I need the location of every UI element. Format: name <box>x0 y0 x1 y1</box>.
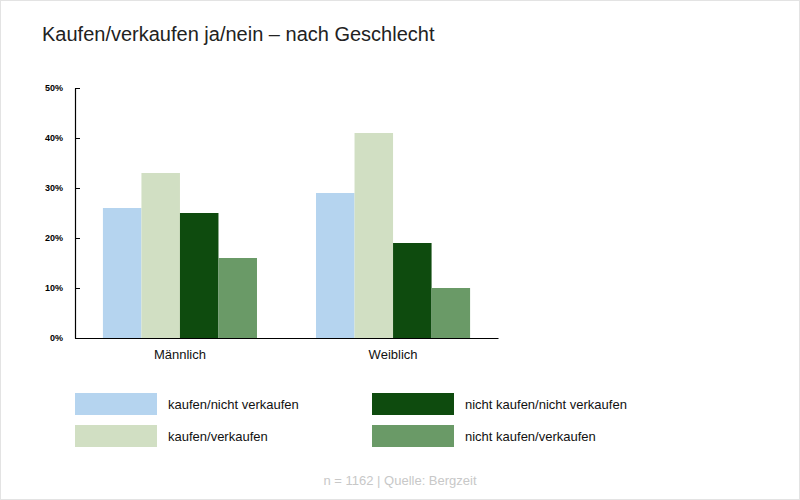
legend-swatch <box>372 393 454 415</box>
source: n = 1162 | Quelle: Bergzeit <box>323 473 476 488</box>
legend-label: kaufen/verkaufen <box>168 429 268 444</box>
y-tick-label: 50% <box>45 83 63 93</box>
x-axis-line <box>76 338 499 339</box>
legend-label: nicht kaufen/verkaufen <box>465 429 596 444</box>
x-tick: Männlich <box>154 338 206 362</box>
bars <box>103 133 470 338</box>
bar <box>432 288 471 338</box>
bar <box>103 208 142 338</box>
y-tick: 0% <box>50 333 80 343</box>
y-tick-label: 30% <box>45 183 63 193</box>
bar <box>355 133 394 338</box>
legend-swatch <box>75 425 157 447</box>
legend-swatch <box>372 425 454 447</box>
chart: Kaufen/verkaufen ja/nein – nach Geschlec… <box>0 0 800 500</box>
y-tick-mark <box>75 188 80 189</box>
y-tick-label: 10% <box>45 283 63 293</box>
legend-item: nicht kaufen/nicht verkaufen <box>372 393 627 415</box>
legend: kaufen/nicht verkaufen kaufen/verkaufen ni… <box>75 393 627 447</box>
y-tick: 50% <box>45 83 80 93</box>
y-tick-label: 20% <box>45 233 63 243</box>
y-axis: 0% 10% 20% 30% 40% 50% <box>45 83 80 343</box>
y-tick-label: 0% <box>50 333 63 343</box>
bar <box>180 213 219 338</box>
y-tick-mark <box>75 138 80 139</box>
legend-label: kaufen/nicht verkaufen <box>168 397 299 412</box>
y-tick-mark <box>75 238 80 239</box>
x-tick: Weiblich <box>369 338 418 362</box>
page-frame <box>1 1 800 500</box>
title: Kaufen/verkaufen ja/nein – nach Geschlec… <box>42 23 435 45</box>
y-tick: 20% <box>45 233 80 243</box>
y-axis-line <box>75 89 76 339</box>
x-tick-label: Weiblich <box>369 347 418 362</box>
bar <box>218 258 257 338</box>
y-tick-mark <box>75 288 80 289</box>
legend-label: nicht kaufen/nicht verkaufen <box>465 397 627 412</box>
y-tick-label: 40% <box>45 133 63 143</box>
legend-swatch <box>75 393 157 415</box>
y-tick: 30% <box>45 183 80 193</box>
legend-item: nicht kaufen/verkaufen <box>372 425 596 447</box>
x-tick-label: Männlich <box>154 347 206 362</box>
y-tick-mark <box>75 88 80 89</box>
bar <box>316 193 355 338</box>
legend-item: kaufen/nicht verkaufen <box>75 393 299 415</box>
bar <box>393 243 432 338</box>
bar <box>141 173 180 338</box>
legend-item: kaufen/verkaufen <box>75 425 268 447</box>
y-tick: 10% <box>45 283 80 293</box>
x-axis: Männlich Weiblich <box>76 338 499 362</box>
y-tick: 40% <box>45 133 80 143</box>
